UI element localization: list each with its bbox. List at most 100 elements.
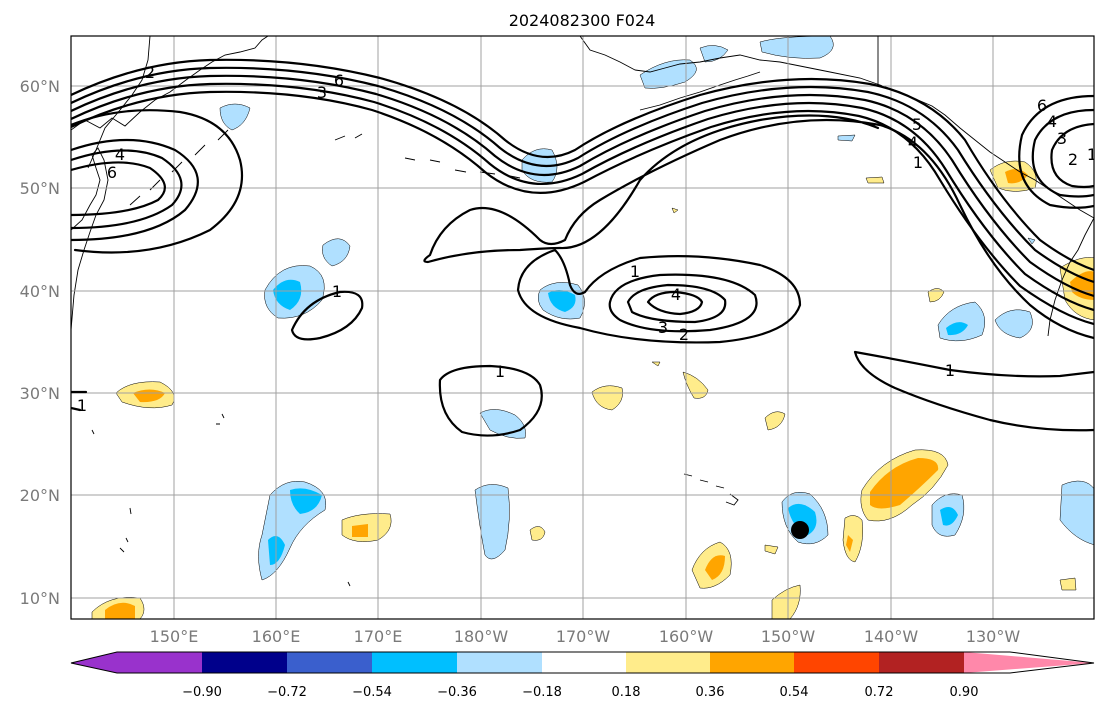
- contour-line: [71, 66, 1094, 284]
- positive-anomaly-area: [927, 288, 945, 303]
- colorbar-tick-label: 0.18: [612, 685, 641, 700]
- contour-label: 4: [671, 285, 681, 304]
- negative-anomaly-area: [639, 59, 697, 89]
- negative-anomaly-core: [946, 322, 968, 336]
- colorbar-tick-label: 0.72: [865, 685, 894, 700]
- lat-label: 50°N: [20, 179, 60, 198]
- contour-label: 4: [908, 133, 918, 152]
- colorbar-segment: [626, 652, 710, 673]
- contour-label: 6: [1037, 96, 1047, 115]
- lon-label: 170°W: [556, 627, 611, 646]
- contour-label: 1: [332, 282, 342, 301]
- positive-anomaly-core: [870, 458, 939, 509]
- positive-anomaly-area: [764, 411, 786, 431]
- colorbar-segment: [372, 652, 457, 673]
- contour-label: 5: [912, 115, 922, 134]
- positive-anomaly-area: [1059, 577, 1077, 591]
- positive-anomaly-core: [1070, 271, 1094, 300]
- negative-anomaly-core: [273, 279, 302, 310]
- contour-line: [71, 149, 183, 230]
- pacific-islets: [91, 413, 351, 587]
- positive-anomaly-core: [846, 535, 853, 552]
- negative-anomaly-area: [1027, 237, 1036, 245]
- contour-label: 2: [679, 325, 689, 344]
- map-area: 1 1 1 4 3 2 1 6 3 6 4 5 4 1 6 4 3 2 1 1 …: [71, 36, 1094, 619]
- contour-line: [516, 248, 802, 344]
- colorbar-extend-high: [964, 652, 1094, 673]
- lon-label: 180°W: [454, 627, 509, 646]
- lon-label: 160°W: [659, 627, 714, 646]
- colorbar-segment: [287, 652, 372, 673]
- lon-label: 150°E: [150, 627, 199, 646]
- lat-label: 10°N: [20, 589, 60, 608]
- contour-label: 3: [658, 318, 668, 337]
- contour-label: 1: [913, 153, 923, 172]
- negative-anomaly-core: [788, 503, 817, 535]
- contour-line: [71, 74, 1094, 298]
- contour-line: [1018, 94, 1094, 209]
- colorbar-tick-label: −0.54: [352, 685, 392, 700]
- lat-label: 60°N: [20, 77, 60, 96]
- colorbar-segment: [879, 652, 964, 673]
- lat-label: 20°N: [20, 486, 60, 505]
- contour-line: [71, 82, 1094, 312]
- negative-anomaly-area: [837, 134, 856, 142]
- positive-anomaly-area: [682, 371, 709, 399]
- lon-label: 140°W: [864, 627, 919, 646]
- colorbar-tick-label: −0.36: [437, 685, 477, 700]
- contour-label: 1: [77, 396, 87, 415]
- colorbar-segment: [202, 652, 287, 673]
- contour-line: [71, 390, 88, 412]
- colorbar-tick-label: 0.54: [780, 685, 809, 700]
- positive-anomaly-core: [352, 524, 368, 537]
- negative-anomaly-area: [759, 36, 834, 59]
- contour-line: [71, 109, 244, 254]
- contour-label: 3: [317, 83, 327, 102]
- negative-anomaly-area: [219, 103, 251, 131]
- negative-anomaly-area: [322, 238, 351, 267]
- colorbar-extend-low: [71, 652, 117, 673]
- positive-anomaly-area: [842, 515, 863, 563]
- colorbar-tick-label: −0.90: [182, 685, 222, 700]
- colorbar: −0.90 −0.72 −0.54 −0.36 −0.18 0.18 0.36 …: [70, 651, 1095, 700]
- graticule: [71, 36, 1094, 619]
- contour-line: [626, 283, 727, 324]
- contour-line: [290, 290, 364, 341]
- alaska-coastline: [579, 36, 1094, 219]
- storm-center-marker: [791, 521, 809, 539]
- contour-line: [853, 350, 1094, 432]
- contour-label: 4: [115, 145, 125, 164]
- lat-label: 40°N: [20, 282, 60, 301]
- positive-anomaly-core: [705, 555, 725, 580]
- colorbar-outline: [70, 651, 1095, 674]
- lon-label: 170°E: [354, 627, 403, 646]
- contour-label: 6: [334, 71, 344, 90]
- positive-anomaly-area: [591, 385, 623, 411]
- colorbar-segment: [794, 652, 879, 673]
- contour-line: [71, 58, 1094, 272]
- lon-label: 130°W: [966, 627, 1021, 646]
- colorbar-tick-label: −0.18: [522, 685, 562, 700]
- contour-label: 1: [945, 361, 955, 380]
- hawaii-islands: [683, 473, 739, 506]
- colorbar-segment: [117, 652, 202, 673]
- positive-anomaly-area: [764, 544, 779, 555]
- lon-label: 150°W: [761, 627, 816, 646]
- negative-anomaly-area: [699, 45, 729, 63]
- negative-anomaly-area: [994, 309, 1033, 339]
- colorbar-segment: [457, 652, 542, 673]
- colorbar-tick-label: 0.90: [950, 685, 979, 700]
- positive-anomaly-area: [529, 526, 546, 541]
- contour-line: [646, 290, 704, 316]
- figure-title: 2024082300 F024: [509, 11, 656, 30]
- latitude-labels: 60°N 50°N 40°N 30°N 20°N 10°N: [20, 77, 60, 608]
- contour-label: 1: [630, 262, 640, 281]
- anomaly-shading: [91, 36, 1094, 619]
- alaska-peninsula: [639, 71, 761, 111]
- lat-label: 30°N: [20, 384, 60, 403]
- lon-label: 160°E: [252, 627, 301, 646]
- contour-line: [438, 364, 543, 437]
- positive-anomaly-area: [771, 584, 801, 619]
- contour-label: 2: [145, 63, 155, 82]
